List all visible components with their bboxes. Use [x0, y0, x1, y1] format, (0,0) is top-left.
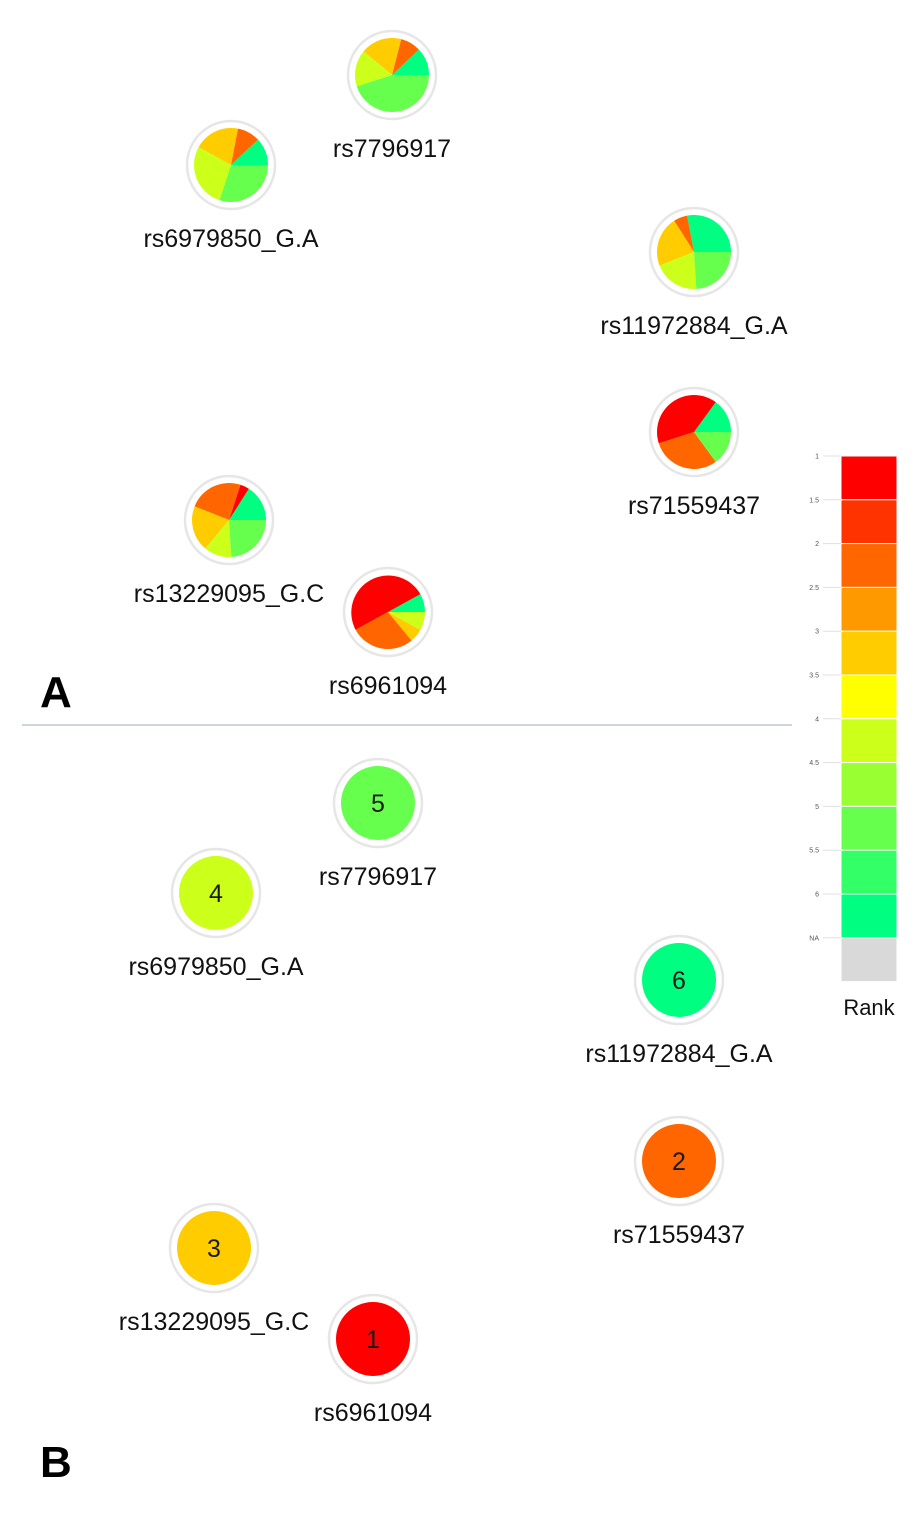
rank-node[interactable]: 2 rs71559437: [613, 1115, 745, 1249]
pie-slice: [229, 488, 266, 520]
rank-number: 4: [209, 880, 223, 908]
pie-slice: [659, 252, 697, 290]
node-label: rs11972884_G.A: [600, 312, 787, 340]
pie-slice: [674, 215, 694, 252]
rank-number: 3: [207, 1235, 221, 1263]
pie-node[interactable]: rs71559437: [628, 386, 760, 520]
pie-slice: [229, 484, 249, 520]
node-label: rs6979850_G.A: [128, 953, 303, 981]
pie-node[interactable]: rs6961094: [329, 566, 447, 700]
rank-circle: [336, 1302, 410, 1376]
legend-tick-label: 6: [815, 892, 819, 899]
rank-node[interactable]: 3 rs13229095_G.C: [119, 1202, 309, 1336]
panel-letter-b: B: [40, 1438, 72, 1487]
pie-node[interactable]: rs6979850_G.A: [143, 119, 319, 253]
legend-tick-label: 1.5: [809, 497, 819, 504]
legend-swatch: [840, 674, 898, 720]
pie-slice: [392, 49, 429, 75]
node-label: rs6961094: [329, 672, 447, 700]
rank-number: 2: [672, 1148, 686, 1176]
rank-number: 1: [366, 1326, 380, 1354]
legend-tick-label: 1: [815, 454, 819, 461]
pie-slice: [355, 612, 412, 649]
rank-node[interactable]: 1 rs6961094: [314, 1293, 432, 1427]
pie-slice: [192, 506, 229, 549]
pie-slice: [231, 139, 268, 165]
pie-slice: [351, 575, 421, 630]
legend-swatch: [840, 893, 898, 939]
pie-slice: [694, 252, 731, 289]
node-label: rs13229095_G.C: [119, 1308, 309, 1336]
rank-node[interactable]: 5 rs7796917: [319, 757, 437, 891]
legend-tick-label: 2.5: [809, 585, 819, 592]
panel-b: 5 rs7796917 4 rs6979850_G.A 6 rs11972884_G.A 2…: [119, 757, 773, 1427]
legend-tick-label: 2: [815, 541, 819, 548]
pie-slice: [658, 432, 716, 469]
node-label: rs11972884_G.A: [585, 1040, 772, 1068]
pie-slice: [388, 612, 425, 630]
pie-slice: [355, 51, 392, 87]
legend-tick-label: 5: [815, 804, 819, 811]
rank-legend: 1 1.5 2 2.5 3 3.5 4 4.5 5 5.5 6 NA Rank: [809, 454, 898, 1020]
pie-node[interactable]: rs13229095_G.C: [134, 474, 324, 608]
pie-slice: [392, 39, 419, 75]
legend-tick-label: 4.5: [809, 760, 819, 767]
legend-swatch: [840, 586, 898, 632]
pie-slice: [687, 215, 731, 252]
node-label: rs7796917: [319, 863, 437, 891]
node-label: rs7796917: [333, 135, 451, 163]
pie-slice: [194, 483, 241, 520]
legend-tick-label: 3: [815, 629, 819, 636]
panel-a: rs7796917 rs6979850_G.A rs11972884_G.A rs71…: [134, 29, 788, 700]
node-label: rs13229095_G.C: [134, 580, 324, 608]
pie-slice: [694, 402, 731, 432]
rank-circle: [642, 1124, 716, 1198]
legend-swatch: [840, 455, 898, 501]
rank-circle: [179, 856, 253, 930]
legend-tick-label: NA: [809, 935, 819, 942]
rank-number: 6: [672, 967, 686, 995]
rank-node[interactable]: 6 rs11972884_G.A: [585, 934, 773, 1068]
legend-swatch: [840, 805, 898, 851]
pie-slice: [363, 37, 402, 75]
pie-slice: [657, 395, 716, 444]
pie-slice: [229, 520, 266, 557]
node-label: rs71559437: [613, 1221, 745, 1249]
rank-circle: [341, 766, 415, 840]
pie-slice: [205, 520, 232, 558]
node-label: rs6979850_G.A: [143, 225, 318, 253]
node-label: rs71559437: [628, 492, 760, 520]
pie-node[interactable]: rs7796917: [333, 29, 451, 163]
legend-swatch: [840, 937, 898, 983]
pie-slice: [388, 594, 425, 612]
legend-tick-label: 4: [815, 716, 819, 723]
pie-slice: [657, 220, 694, 266]
panel-letter-a: A: [40, 668, 72, 717]
rank-node[interactable]: 4 rs6979850_G.A: [128, 847, 304, 981]
legend-tick-label: 5.5: [809, 848, 819, 855]
legend-swatch: [840, 543, 898, 588]
pie-slice: [356, 75, 429, 112]
legend-swatch: [840, 499, 898, 545]
rank-number: 5: [371, 790, 385, 818]
pie-slice: [694, 432, 731, 462]
pie-node[interactable]: rs11972884_G.A: [600, 206, 788, 340]
pie-slice: [194, 147, 231, 201]
pie-slice: [231, 128, 258, 165]
legend-swatch: [840, 849, 898, 895]
pie-slice: [219, 165, 268, 202]
rank-circle: [177, 1211, 251, 1285]
legend-swatch: [840, 718, 898, 764]
legend-title: Rank: [843, 995, 895, 1020]
node-label: rs6961094: [314, 1399, 432, 1427]
legend-swatch: [840, 630, 898, 676]
rank-circle: [642, 943, 716, 1017]
pie-slice: [198, 128, 238, 165]
legend-swatch: [840, 762, 898, 807]
legend-tick-label: 3.5: [809, 673, 819, 680]
pie-slice: [388, 612, 421, 641]
